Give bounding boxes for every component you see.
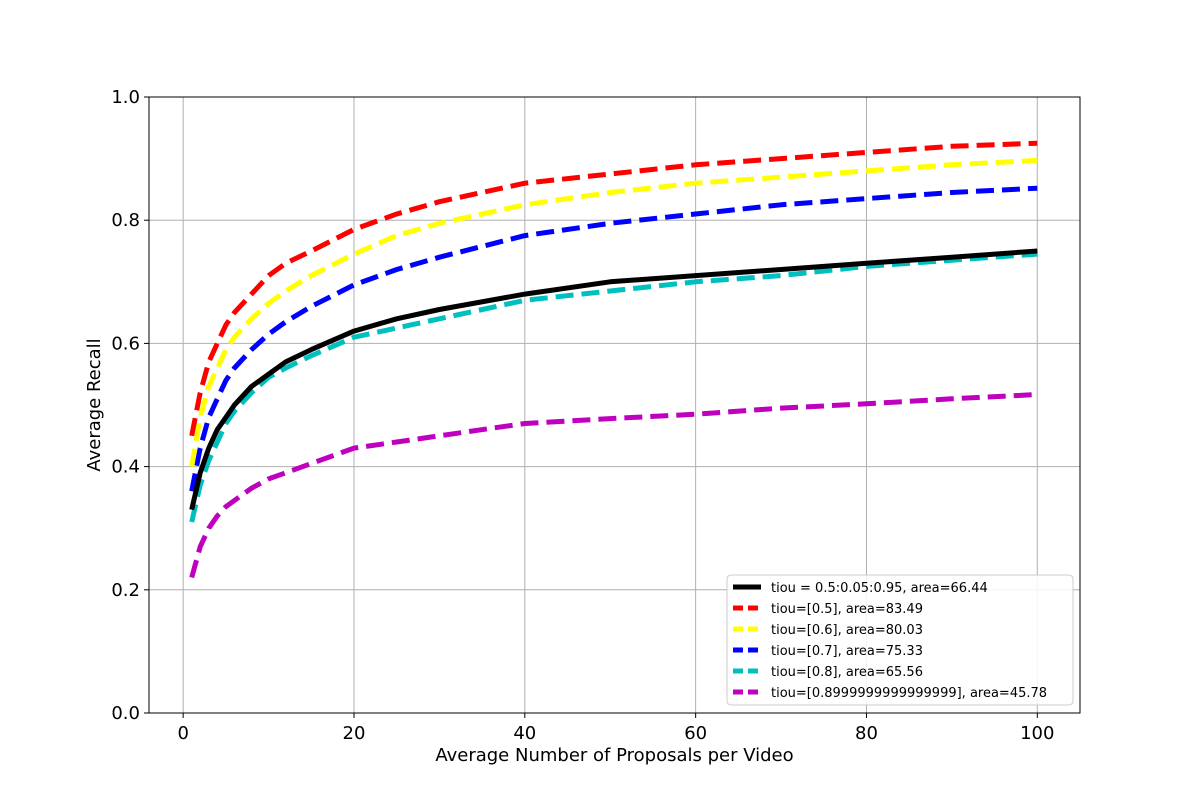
plot-frame [148,96,1081,714]
legend-label-0: tiou = 0.5:0.05:0.95, area=66.44 [771,581,988,596]
y-axis-title: Average Recall [84,338,105,471]
x-tick-label: 100 [1020,723,1054,744]
y-tick-label: 0.2 [111,580,140,601]
series-line-2 [189,157,1038,468]
x-tick-label: 80 [855,723,878,744]
y-tick-label: 0.4 [111,457,140,478]
legend-box [726,574,1074,706]
x-tick-label: 20 [343,723,366,744]
legend-label-1: tiou=[0.5], area=83.49 [771,602,923,617]
x-tick-label: 60 [684,723,707,744]
series-line-5 [189,392,1038,579]
y-tick-label: 1.0 [111,87,140,108]
y-tick-label: 0.6 [111,333,140,354]
x-tick-label: 40 [513,723,536,744]
legend-label-3: tiou=[0.7], area=75.33 [771,644,923,659]
y-tick-label: 0.0 [111,703,140,724]
legend-label-2: tiou=[0.6], area=80.03 [771,623,923,638]
series-line-0 [189,248,1038,511]
legend-label-4: tiou=[0.8], area=65.56 [771,665,923,680]
x-axis-title: Average Number of Proposals per Video [435,745,793,766]
y-tick-label: 0.8 [111,210,140,231]
x-tick-label: 0 [177,723,188,744]
legend: tiou = 0.5:0.05:0.95, area=66.44 tiou=[0.… [726,574,1074,706]
legend-label-5: tiou=[0.8999999999999999], area=45.78 [771,686,1047,701]
series-line-4 [189,251,1038,523]
axis-ticks: 0 20 40 60 80 100 0.0 0.2 0.4 0.6 0.8 1.0 [111,87,1054,744]
plot-lines [189,140,1038,579]
